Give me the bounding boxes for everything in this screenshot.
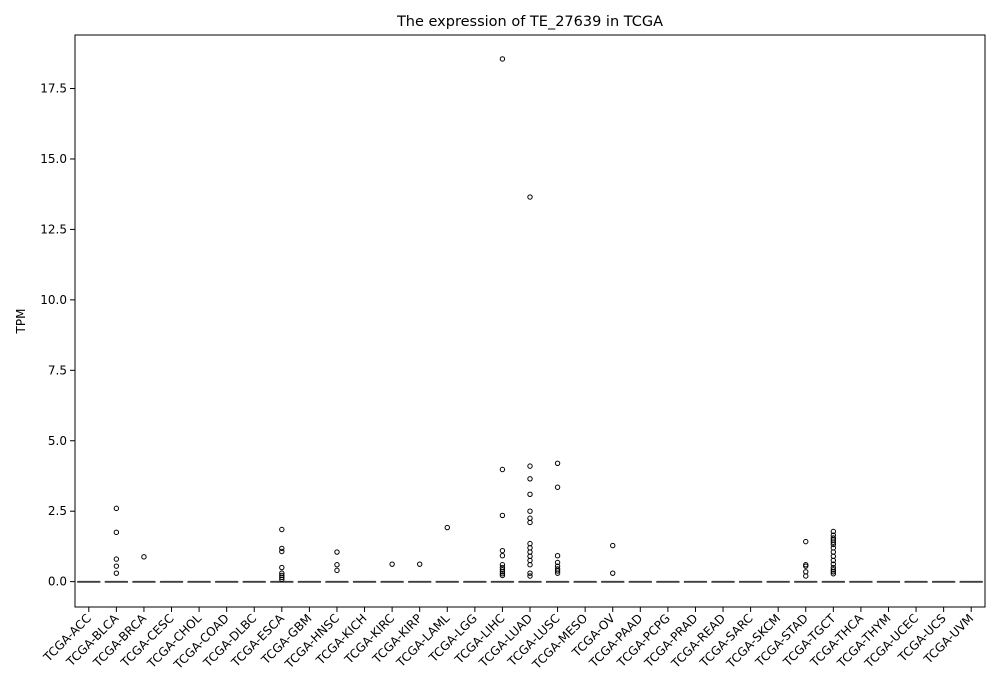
outlier-point: [554, 460, 561, 466]
outlier-point: [113, 556, 120, 562]
y-tick-label: 12.5: [40, 222, 67, 236]
outlier-point: [830, 528, 837, 535]
y-tick-label: 5.0: [48, 434, 67, 448]
plot-area: 0.02.55.07.510.012.515.017.5TCGA-ACCTCGA…: [40, 34, 986, 672]
outlier-point: [113, 570, 120, 576]
outlier-point: [279, 576, 285, 583]
y-tick-label: 2.5: [48, 504, 67, 518]
outlier-point: [527, 508, 533, 514]
y-tick-label: 15.0: [40, 152, 67, 166]
y-tick-label: 17.5: [40, 82, 67, 96]
chart-title: The expression of TE_27639 in TCGA: [396, 14, 663, 30]
outlier-point: [499, 512, 506, 519]
outlier-point: [279, 548, 285, 555]
outlier-point: [527, 476, 533, 482]
outlier-point: [830, 539, 837, 545]
outlier-point: [499, 56, 506, 62]
outlier-point: [113, 563, 120, 569]
outlier-point: [113, 505, 120, 512]
outlier-point: [527, 463, 533, 469]
y-axis-label: TPM: [14, 309, 28, 335]
outlier-point: [803, 573, 809, 579]
outlier-point: [554, 559, 561, 566]
outlier-point: [803, 538, 809, 545]
outlier-point: [334, 567, 340, 574]
outlier-point: [499, 466, 506, 473]
outlier-point: [334, 549, 340, 555]
outlier-point: [444, 524, 450, 531]
outlier-point: [527, 562, 533, 568]
outlier-point: [803, 563, 809, 569]
outlier-point: [830, 561, 837, 567]
outlier-point: [499, 569, 506, 575]
outlier-point: [499, 547, 506, 554]
outlier-point: [499, 553, 506, 559]
outlier-point: [279, 545, 285, 552]
outlier-point: [527, 570, 533, 576]
outlier-point: [113, 529, 120, 536]
outlier-point: [554, 553, 561, 559]
outlier-point: [334, 562, 340, 568]
outlier-point: [389, 561, 395, 567]
outlier-point: [279, 526, 285, 533]
plot-frame: [74, 34, 986, 608]
outlier-point: [279, 564, 285, 571]
outlier-point: [610, 570, 616, 576]
outlier-point: [499, 562, 506, 568]
outlier-point: [416, 561, 423, 567]
outlier-point: [527, 573, 533, 579]
outlier-point: [610, 542, 616, 549]
y-tick-label: 0.0: [48, 575, 67, 589]
outlier-point: [830, 541, 837, 548]
outlier-point: [554, 570, 561, 576]
y-tick-label: 7.5: [48, 363, 67, 377]
outlier-point: [527, 519, 533, 526]
outlier-point: [141, 554, 147, 560]
outlier-point: [527, 491, 533, 497]
outlier-point: [830, 557, 837, 564]
y-tick-label: 10.0: [40, 293, 67, 307]
outlier-point: [830, 571, 837, 577]
outlier-point: [830, 569, 837, 575]
outlier-point: [279, 574, 285, 581]
outlier-point: [499, 572, 506, 579]
outlier-point: [527, 194, 533, 200]
outlier-point: [554, 484, 561, 490]
outlier-point: [554, 568, 561, 574]
outlier-point: [499, 571, 506, 577]
